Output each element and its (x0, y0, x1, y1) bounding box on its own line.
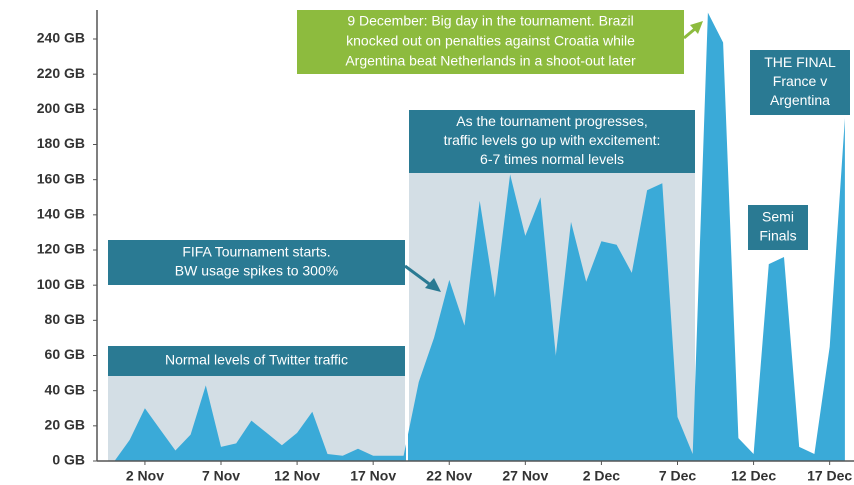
x-tick-label: 12 Nov (274, 468, 320, 484)
annotation-text: traffic levels go up with excitement: (444, 132, 661, 148)
y-tick-label: 240 GB (37, 30, 85, 46)
annotation-text: 6-7 times normal levels (480, 151, 624, 167)
y-tick-label: 60 GB (45, 346, 85, 362)
annotation-text: Finals (759, 228, 796, 244)
y-tick-label: 0 GB (52, 452, 85, 468)
annotation-text: Argentina beat Netherlands in a shoot-ou… (345, 53, 636, 69)
x-tick-label: 27 Nov (502, 468, 548, 484)
annotation-text: Normal levels of Twitter traffic (165, 352, 348, 368)
x-tick-label: 12 Dec (731, 468, 776, 484)
x-tick-label: 17 Dec (807, 468, 852, 484)
y-tick-label: 100 GB (37, 276, 85, 292)
annotation-text: knocked out on penalties against Croatia… (346, 33, 635, 49)
traffic-area (114, 12, 845, 461)
x-tick-label: 2 Nov (126, 468, 164, 484)
y-tick-label: 80 GB (45, 311, 85, 327)
annotation-box (108, 240, 405, 285)
annotation-text: BW usage spikes to 300% (175, 263, 338, 279)
annotation-box (750, 50, 850, 115)
annotation-box (409, 110, 695, 173)
x-tick-label: 7 Nov (202, 468, 240, 484)
y-tick-label: 20 GB (45, 417, 85, 433)
annotation-box (748, 205, 808, 250)
annotation-text: 9 December: Big day in the tournament. B… (347, 13, 633, 29)
annotation-text: Semi (762, 209, 794, 225)
arrow-head (690, 21, 703, 34)
y-tick-label: 220 GB (37, 65, 85, 81)
y-tick-label: 140 GB (37, 206, 85, 222)
y-tick-label: 180 GB (37, 135, 85, 151)
annotation-text: FIFA Tournament starts. (182, 244, 330, 260)
arrow (404, 264, 433, 288)
x-tick-label: 17 Nov (350, 468, 396, 484)
arrow (683, 26, 697, 40)
annotation-text: THE FINAL (764, 54, 836, 70)
x-tick-label: 2 Dec (583, 468, 621, 484)
annotation-text: As the tournament progresses, (456, 113, 647, 129)
annotation-box (297, 10, 684, 74)
y-tick-label: 40 GB (45, 381, 85, 397)
annotation-text: Argentina (770, 92, 830, 108)
annotation-text: France v (773, 73, 827, 89)
arrow-head (425, 278, 441, 292)
x-tick-label: 7 Dec (659, 468, 697, 484)
x-tick-label: 22 Nov (426, 468, 472, 484)
y-tick-label: 120 GB (37, 241, 85, 257)
y-tick-label: 160 GB (37, 170, 85, 186)
y-tick-label: 200 GB (37, 100, 85, 116)
annotation-box (108, 346, 405, 376)
